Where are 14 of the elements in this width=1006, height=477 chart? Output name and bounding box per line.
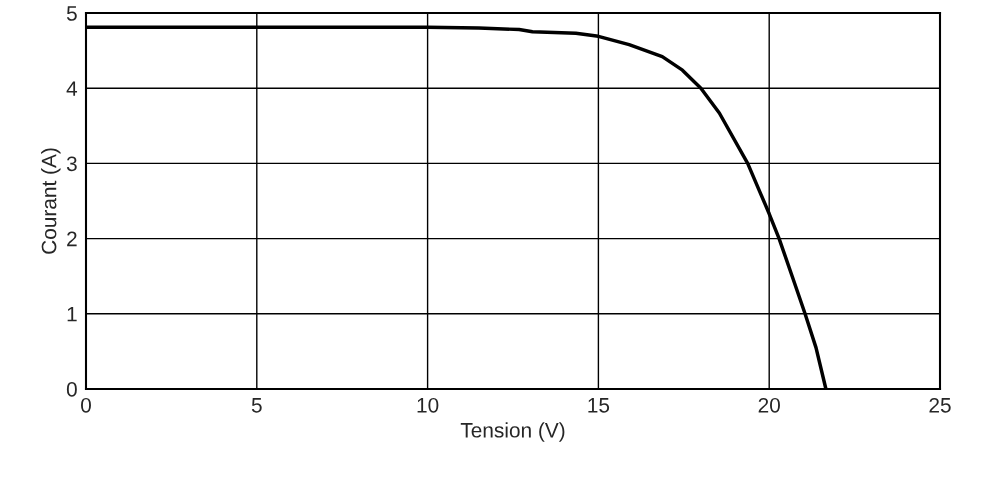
y-tick-label: 1 — [67, 307, 77, 322]
x-tick-label: 10 — [417, 397, 439, 413]
x-tick-label: 5 — [251, 398, 262, 413]
y-tick-label: 4 — [66, 81, 78, 96]
y-tick-label: 2 — [67, 231, 77, 247]
y-tick-label: 5 — [66, 6, 77, 21]
x-tick-label: 20 — [758, 397, 780, 413]
y-tick-label: 3 — [66, 156, 77, 172]
x-axis-title: Tension (V) — [460, 422, 565, 442]
x-tick-label: 0 — [81, 397, 91, 413]
x-tick-label: 15 — [588, 398, 610, 413]
y-tick-label: 0 — [66, 382, 77, 397]
y-axis-title: Courant (A) — [41, 148, 61, 254]
x-tick-label: 25 — [929, 397, 951, 413]
